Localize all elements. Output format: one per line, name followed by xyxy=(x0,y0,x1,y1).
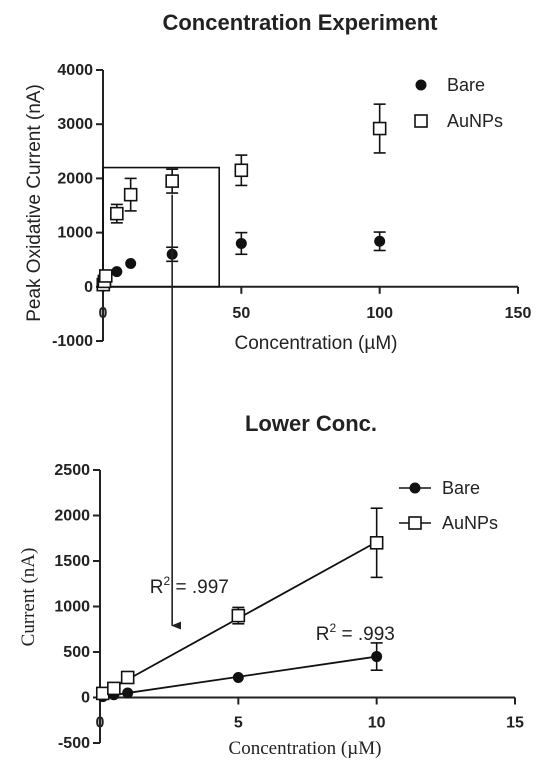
x-tick-label: 0 xyxy=(99,305,108,322)
point-aunps xyxy=(369,535,384,550)
y-tick-label: -500 xyxy=(58,735,90,752)
y-tick-label: 3000 xyxy=(57,116,93,133)
point-bare xyxy=(122,687,134,699)
y-tick-label: 2000 xyxy=(57,170,93,187)
chart-top-legend: Bare AuNPs xyxy=(414,75,503,131)
y-tick-label: 1500 xyxy=(54,553,90,570)
chart-bottom-legend: Bare AuNPs xyxy=(399,478,498,533)
point-aunps xyxy=(372,121,387,136)
chart-bottom-ylabel: Current (nA) xyxy=(18,548,39,647)
legend-bare-label: Bare xyxy=(442,478,480,498)
chart-top-xlabel: Concentration (µM) xyxy=(234,333,397,354)
x-tick-label: 0 xyxy=(96,715,105,732)
chart-bottom-title: Lower Conc. xyxy=(245,411,377,436)
point-aunps xyxy=(107,681,121,696)
point-bare xyxy=(125,257,137,269)
x-tick-label: 50 xyxy=(232,305,250,322)
x-tick-label: 5 xyxy=(234,715,243,732)
chart-bottom-axes: -500 0 500 1000 1500 2000 2500 0 5 10 15 xyxy=(54,462,524,752)
legend-aunps-label: AuNPs xyxy=(447,111,503,131)
chart-bottom-xlabel: Concentration (µM) xyxy=(229,738,382,759)
legend-aunps-marker xyxy=(408,516,422,530)
y-tick-label: 2500 xyxy=(54,462,90,479)
point-aunps xyxy=(110,206,124,221)
x-tick-label: 10 xyxy=(368,715,386,732)
r2-annotation: R2 = .993 xyxy=(316,621,395,645)
point-bare xyxy=(111,266,123,278)
y-tick-label: 4000 xyxy=(57,62,93,79)
y-tick-label: -1000 xyxy=(52,333,93,350)
legend-bare-label: Bare xyxy=(447,75,485,95)
zoom-box xyxy=(102,166,220,288)
point-bare xyxy=(374,235,386,247)
point-aunps xyxy=(165,174,179,188)
chart-bottom-marks: R2 = .997 R2 = .993 xyxy=(95,507,395,703)
chart-top: Concentration Experiment Peak Oxidative … xyxy=(24,10,531,354)
point-aunps xyxy=(98,269,113,283)
y-tick-label: 2000 xyxy=(54,508,90,525)
y-tick-label: 1000 xyxy=(57,225,93,242)
point-aunps xyxy=(234,163,249,178)
legend-bare-marker xyxy=(415,79,427,91)
legend-aunps-label: AuNPs xyxy=(442,513,498,533)
chart-top-axes: -1000 0 1000 2000 3000 4000 0 50 100 150 xyxy=(52,62,531,350)
y-tick-label: 500 xyxy=(63,644,90,661)
point-bare xyxy=(371,651,383,663)
point-aunps xyxy=(95,686,110,701)
y-tick-label: 1000 xyxy=(54,599,90,616)
y-tick-label: 0 xyxy=(81,690,90,707)
chart-top-ylabel: Peak Oxidative Current (nA) xyxy=(24,84,45,322)
point-bare xyxy=(235,237,247,249)
chart-top-title: Concentration Experiment xyxy=(162,10,438,35)
point-aunps xyxy=(120,670,135,685)
chart-top-marks xyxy=(96,103,387,292)
chart-bottom: Lower Conc. Current (nA) Concentration (… xyxy=(18,411,524,759)
point-aunps xyxy=(231,608,246,623)
y-tick-label: 0 xyxy=(84,279,93,296)
point-bare xyxy=(232,671,244,683)
r2-annotation: R2 = .997 xyxy=(150,574,229,598)
legend-bare-marker xyxy=(409,482,421,494)
x-tick-label: 15 xyxy=(506,715,524,732)
x-tick-label: 100 xyxy=(366,305,393,322)
legend-aunps-marker xyxy=(414,114,428,128)
x-tick-label: 150 xyxy=(505,305,532,322)
point-aunps xyxy=(123,187,138,202)
